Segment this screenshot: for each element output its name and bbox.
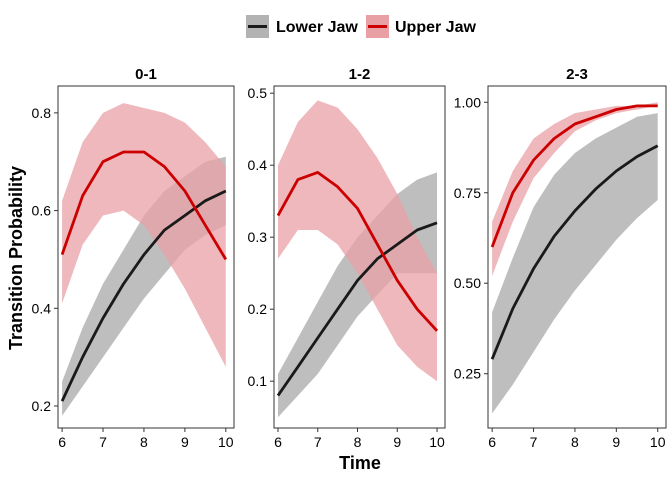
series-line-upper-jaw (60, 150, 228, 261)
series-line-lower-jaw (276, 221, 438, 397)
y-tick-label: 0.25 (454, 366, 481, 382)
x-tick-label: 10 (429, 434, 445, 450)
y-tick-label: 0.75 (454, 185, 481, 201)
x-tick-label: 8 (571, 434, 579, 450)
ci-band-upper-jaw (278, 100, 437, 382)
y-tick-label: 0.8 (32, 105, 52, 121)
y-tick-label: 0.6 (32, 203, 52, 219)
panel-1-2: 1-2 0.1 0.2 0.3 0.4 0.5 6 7 8 9 10 (248, 66, 446, 450)
x-tick-label: 10 (650, 434, 666, 450)
y-tick-label: 0.50 (454, 275, 481, 291)
x-tick-label: 9 (393, 434, 401, 450)
panel-title: 2-3 (566, 66, 588, 83)
ci-band-upper-jaw (492, 102, 658, 276)
x-tick-label: 6 (58, 434, 66, 450)
panels: 0-1 0.2 0.4 0.6 0.8 6 7 8 9 10 1-2 0.1 0.2 0.3 0.4 0.5 6… (32, 66, 667, 450)
x-tick-label: 7 (99, 434, 107, 450)
ci-band-upper-jaw (62, 103, 226, 367)
x-tick-label: 6 (274, 434, 282, 450)
y-tick-label: 1.00 (454, 94, 481, 110)
x-tick-label: 7 (314, 434, 322, 450)
x-tick-label: 9 (181, 434, 189, 450)
x-tick-label: 10 (218, 434, 234, 450)
series-line-upper-jaw (276, 170, 439, 332)
panel-0-1: 0-1 0.2 0.4 0.6 0.8 6 7 8 9 10 (32, 66, 235, 450)
panel-title: 0-1 (135, 66, 157, 83)
y-tick-label: 0.1 (248, 373, 268, 389)
legend-label-lower-jaw: Lower Jaw (276, 19, 358, 36)
x-tick-label: 8 (140, 434, 148, 450)
x-tick-label: 7 (530, 434, 538, 450)
panel-frame (273, 85, 446, 429)
y-tick-label: 0.3 (248, 229, 268, 245)
y-tick-label: 0.4 (32, 300, 52, 316)
y-tick-label: 0.4 (248, 157, 268, 173)
y-tick-label: 0.2 (32, 398, 52, 414)
panel-2-3: 2-3 0.25 0.50 0.75 1.00 6 7 8 9 10 (454, 66, 667, 450)
y-tick-label: 0.2 (248, 301, 268, 317)
ci-band-lower-jaw (492, 113, 658, 414)
panel-frame (487, 85, 667, 429)
series-line-lower-jaw (490, 144, 659, 360)
x-tick-label: 9 (612, 434, 620, 450)
x-tick-label: 6 (488, 434, 496, 450)
panel-title: 1-2 (349, 66, 371, 83)
series-line-lower-jaw (60, 189, 227, 402)
y-axis-label: Transition Probability (6, 166, 26, 350)
series-line-upper-jaw (490, 104, 658, 248)
legend-label-upper-jaw: Upper Jaw (395, 19, 476, 36)
y-tick-label: 0.5 (248, 85, 268, 101)
legend: Lower Jaw Upper Jaw (246, 15, 476, 38)
panel-frame (57, 85, 235, 429)
x-axis-label: Time (339, 453, 381, 473)
x-tick-label: 8 (354, 434, 362, 450)
